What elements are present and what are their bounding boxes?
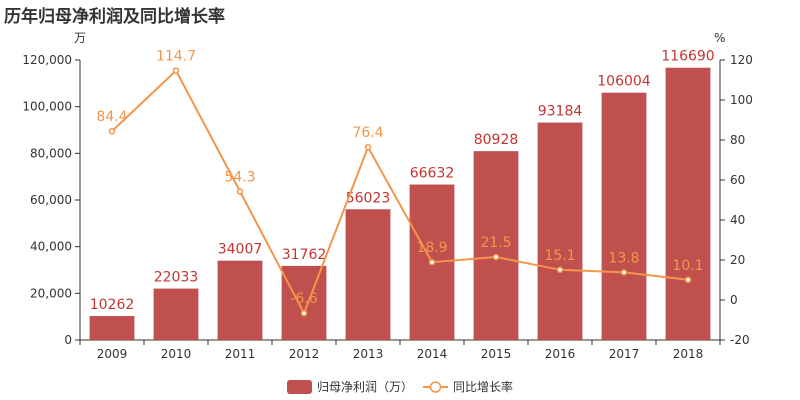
legend: 归母净利润（万） 同比增长率 [287,379,513,394]
bar-data-label: 56023 [346,190,391,206]
line-point[interactable] [364,143,372,151]
bar[interactable] [537,122,583,340]
left-axis-tick-label: 100,000 [22,100,72,114]
line-point[interactable] [108,127,116,135]
x-axis-tick-label: 2012 [289,347,320,361]
right-axis-tick-label: 20 [730,253,745,267]
left-axis-tick-label: 60,000 [30,193,72,207]
bar[interactable] [153,288,199,340]
bar[interactable] [281,265,327,340]
bar-data-label: 66632 [410,166,455,182]
axes: 0 20,000 40,000 60,000 80,000 100,000 120,000万… [22,31,753,361]
bar-data-label: 34007 [218,242,263,258]
bar[interactable] [89,316,135,340]
x-axis-tick-label: 2015 [481,347,512,361]
line-point[interactable] [620,269,628,276]
line-data-label: -6.6 [290,291,317,307]
left-axis-tick-label: 120,000 [22,53,72,67]
left-axis-tick-label: 0 [64,333,72,347]
line-point[interactable] [492,253,500,261]
left-axis-tick-label: 20,000 [30,286,72,300]
line-data-label: 76.4 [352,125,383,141]
x-axis-tick-label: 2018 [673,347,704,361]
bar[interactable] [665,67,711,341]
line-data-label: 84.4 [96,109,127,125]
bar[interactable] [601,92,647,340]
legend-line-label[interactable]: 同比增长率 [453,379,513,394]
line-data-label: 15.1 [544,248,575,264]
right-axis-unit: % [714,31,725,45]
bar-data-label: 116690 [661,49,714,65]
line-point[interactable] [300,309,308,317]
bar-data-label: 22033 [154,270,199,286]
left-axis-tick-label: 40,000 [30,240,72,254]
line-data-label: 18.9 [416,240,447,256]
legend-line-marker[interactable] [429,381,442,393]
bar[interactable] [473,151,519,340]
line-labels: 84.4 114.7 54.3 -6.6 76.4 18.9 21.5 15.1 13.8 10.… [96,49,703,308]
line-data-label: 10.1 [672,258,703,274]
legend-bar-swatch[interactable] [287,380,312,394]
bar-data-label: 31762 [282,247,327,263]
line-series [108,67,692,317]
right-axis-tick-label: 80 [730,133,745,147]
x-axis-tick-label: 2014 [417,347,448,361]
line-data-label: 114.7 [156,49,196,65]
right-axis-tick-label: 120 [730,53,753,67]
line-point[interactable] [428,258,436,266]
bar-series [89,67,711,341]
right-axis-tick-label: 60 [730,173,745,187]
chart-title: 历年归母净利润及同比增长率 [4,7,225,27]
left-axis-unit: 万 [74,31,86,45]
right-axis-tick-label: 40 [730,213,745,227]
growth-rate-line [111,68,689,316]
bar-data-label: 93184 [538,104,583,120]
bar-labels: 10262 22033 34007 31762 56023 66632 80928 93184… [90,49,715,313]
bar-data-label: 10262 [90,297,135,313]
bar-data-label: 106004 [597,74,651,90]
x-axis-tick-label: 2010 [161,347,192,361]
bar-data-label: 80928 [474,132,519,148]
line-data-label: 13.8 [608,250,639,266]
legend-bar-label[interactable]: 归母净利润（万） [317,380,413,394]
right-axis-tick-label: 0 [730,293,738,307]
x-axis-tick-label: 2017 [609,347,640,361]
bar[interactable] [345,209,391,340]
right-axis-tick-label: -20 [730,333,750,347]
bar[interactable] [217,260,263,340]
right-axis-tick-label: 100 [730,93,753,107]
line-point[interactable] [172,67,180,74]
x-axis-tick-label: 2013 [353,347,384,361]
x-axis-tick-label: 2011 [225,347,256,361]
line-point[interactable] [556,266,564,274]
line-point[interactable] [684,276,692,284]
line-point[interactable] [236,188,244,195]
x-axis-tick-label: 2009 [97,347,128,361]
line-data-label: 54.3 [224,169,255,185]
line-data-label: 21.5 [480,235,511,251]
x-axis-tick-label: 2016 [545,347,576,361]
left-axis-tick-label: 80,000 [30,146,72,160]
